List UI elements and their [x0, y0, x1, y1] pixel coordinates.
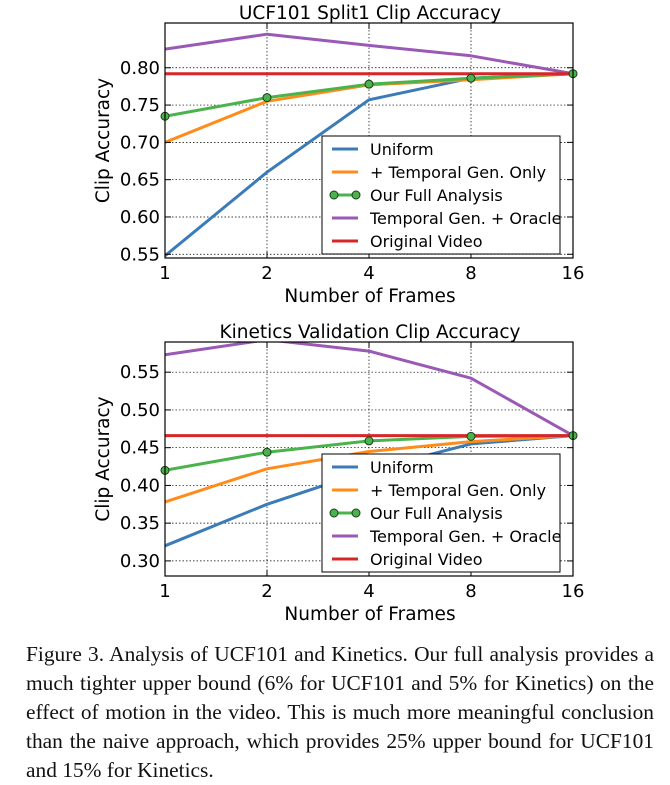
y-tick-label: 0.50: [120, 400, 160, 421]
legend-box: [321, 135, 561, 255]
legend-label: Original Video: [370, 232, 483, 251]
data-point-marker: [466, 73, 476, 83]
legend-marker: [329, 508, 339, 518]
legend-label: Original Video: [370, 550, 483, 569]
x-tick-label: 2: [261, 263, 272, 284]
chart-title: Kinetics Validation Clip Accuracy: [220, 322, 521, 343]
data-point-marker: [262, 447, 272, 457]
x-tick-label: 4: [363, 263, 374, 284]
x-tick-label: 1: [159, 581, 170, 602]
legend-marker: [351, 508, 361, 518]
x-tick-label: 8: [465, 263, 476, 284]
chart-2: 0.30 0.35 0.40 0.45 0.50 0.55 1 2 4 8 16 Kinetics V…: [93, 322, 584, 625]
x-tick-label: 2: [261, 581, 272, 602]
series-line-temporal-gen-oracle: [165, 342, 573, 437]
y-tick-label: 0.60: [120, 207, 160, 228]
x-tick-label: 1: [159, 263, 170, 284]
series-line-temporal-gen-oracle: [165, 32, 573, 76]
data-point-marker: [466, 431, 476, 441]
legend-label: + Temporal Gen. Only: [370, 481, 546, 500]
legend-label: Our Full Analysis: [370, 504, 503, 523]
x-tick-label: 4: [363, 581, 374, 602]
figure-canvas: 0.55 0.60 0.65 0.70 0.75 0.80 1 2 4 8 16 UCF101 Spl…: [93, 3, 584, 625]
x-axis-label: Number of Frames: [284, 286, 455, 307]
legend-label: Temporal Gen. + Oracle: [369, 209, 561, 228]
legend-label: Uniform: [370, 140, 434, 159]
legend-label: Uniform: [370, 458, 434, 477]
y-axis-label: Clip Accuracy: [93, 396, 114, 521]
y-tick-label: 0.35: [120, 513, 160, 534]
y-tick-label: 0.65: [120, 170, 160, 191]
y-axis-label: Clip Accuracy: [93, 78, 114, 203]
y-tick-label: 0.40: [120, 475, 160, 496]
legend-label: Temporal Gen. + Oracle: [369, 527, 561, 546]
legend-box: [321, 453, 561, 573]
y-tick-label: 0.30: [120, 551, 160, 572]
figure-caption: Figure 3. Analysis of UCF101 and Kinetic…: [26, 642, 654, 782]
y-tick-label: 0.70: [120, 132, 160, 153]
data-point-marker: [262, 93, 272, 103]
chart-title: UCF101 Split1 Clip Accuracy: [239, 3, 501, 24]
x-axis-label: Number of Frames: [284, 604, 455, 625]
x-tick-label: 16: [562, 581, 585, 602]
series-line--temporal-gen-only: [165, 434, 573, 504]
legend-label: + Temporal Gen. Only: [370, 163, 546, 182]
y-tick-label: 0.45: [120, 438, 160, 459]
legend-marker: [329, 190, 339, 200]
x-tick-label: 16: [562, 263, 585, 284]
data-point-marker: [364, 436, 374, 446]
y-tick-label: 0.55: [120, 362, 160, 383]
y-tick-label: 0.80: [120, 58, 160, 79]
chart-1: 0.55 0.60 0.65 0.70 0.75 0.80 1 2 4 8 16 UCF101 Spl…: [93, 3, 584, 307]
y-tick-label: 0.75: [120, 95, 160, 116]
legend: Uniform + Temporal Gen. Only Our Full Anal…: [321, 135, 561, 255]
legend: Uniform + Temporal Gen. Only Our Full Anal…: [321, 453, 561, 573]
y-tick-label: 0.55: [120, 244, 160, 265]
legend-marker: [351, 190, 361, 200]
legend-label: Our Full Analysis: [370, 186, 503, 205]
x-tick-label: 8: [465, 581, 476, 602]
data-point-marker: [364, 79, 374, 89]
